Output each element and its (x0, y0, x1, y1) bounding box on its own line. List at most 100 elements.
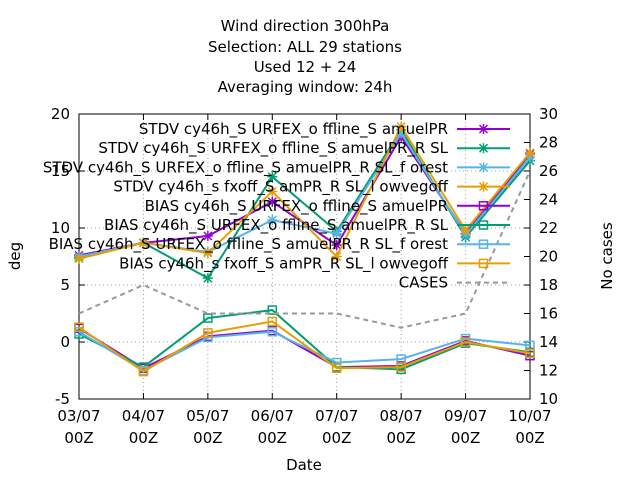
data-point (267, 171, 278, 182)
data-point (331, 357, 342, 368)
series-layer (74, 121, 535, 377)
y2-tick-label: 16 (539, 305, 558, 323)
x-tick-label: 07/07 00Z (315, 407, 358, 447)
x-tick-label-time: 00Z (193, 429, 222, 447)
data-point (331, 228, 342, 239)
data-point (331, 363, 342, 373)
x-tick-label-date: 05/07 (186, 407, 229, 425)
x-tick-label: 04/07 00Z (122, 407, 165, 447)
y2-tick-label: 20 (539, 248, 558, 266)
x-tick-label: 10/07 00Z (508, 407, 551, 447)
legend-label: BIAS cy46h_s fxoff_S amPR_R SL_l owvegof… (119, 254, 449, 273)
x-tick-label: 05/07 00Z (186, 407, 229, 447)
series-line (78, 327, 531, 370)
legend: STDV cy46h_S URFEX_o ffline_S amuelPRSTD… (43, 120, 510, 292)
y2-tick-label: 26 (539, 162, 558, 180)
x-tick-label-time: 00Z (386, 429, 415, 447)
series-line (78, 124, 531, 260)
x-tick-label-date: 04/07 (122, 407, 165, 425)
y-tick-label: -5 (55, 390, 70, 408)
x-tick-label-time: 00Z (129, 429, 158, 447)
series-3 (74, 121, 535, 264)
legend-label: CASES (399, 274, 448, 292)
x-tick-label: 03/07 00Z (57, 407, 100, 447)
legend-marker (478, 201, 489, 211)
x-tick-label-time: 00Z (322, 429, 351, 447)
series-8 (78, 170, 531, 329)
legend-label: STDV cy46h_s fxoff_S amPR_R SL_l owvegof… (113, 178, 448, 197)
data-point (267, 215, 278, 226)
title-line-1: Wind direction 300hPa (221, 17, 390, 35)
legend-marker (478, 124, 489, 134)
data-point (138, 237, 149, 248)
data-point (396, 362, 406, 372)
y2-tick-label: 14 (539, 333, 558, 351)
x-tick-label-date: 07/07 (315, 407, 358, 425)
data-point (267, 186, 278, 197)
data-point (460, 337, 471, 347)
data-point (331, 251, 342, 262)
legend-marker (478, 258, 489, 269)
x-tick-label-time: 00Z (515, 429, 544, 447)
y-tick-label: 20 (51, 105, 70, 123)
legend-marker (478, 239, 489, 249)
legend-marker (478, 181, 489, 192)
y-tick-label: 10 (51, 219, 70, 237)
data-point (267, 316, 278, 327)
x-tick-label-date: 08/07 (380, 407, 423, 425)
data-point (396, 121, 407, 132)
data-point (202, 248, 213, 259)
legend-marker (478, 220, 489, 230)
y2-tick-label: 10 (539, 390, 558, 408)
legend-label: BIAS cy46h_S URFEX_o ffline_S amuelPR_R … (104, 216, 449, 235)
x-tick-label-time: 00Z (451, 429, 480, 447)
data-point (267, 196, 278, 207)
x-tick-label: 08/07 00Z (380, 407, 423, 447)
data-point (74, 322, 84, 332)
series-7 (74, 316, 535, 377)
data-point (203, 328, 213, 338)
y-tick-label: 5 (60, 276, 70, 294)
data-point (525, 147, 535, 158)
legend-label: BIAS cy46h_S URFEX_o ffline_S amuelPR_R … (49, 235, 449, 254)
data-point (267, 305, 278, 315)
legend-label: STDV cy46h_S URFEX_o ffline_S amuelPR (139, 120, 448, 139)
data-point (202, 273, 213, 284)
chart-title: Wind direction 300hPa Selection: ALL 29 … (208, 17, 402, 96)
y2-axis-label: No cases (598, 222, 616, 290)
legend-marker (478, 162, 489, 173)
y2-tick-label: 28 (539, 134, 558, 152)
legend-label: STDV cy46h_S URFEX_o ffline_S amuelPR_R … (43, 158, 448, 177)
data-point (460, 225, 471, 236)
y2-axis: 10 12 14 16 18 20 22 24 26 28 30 (524, 105, 558, 408)
y2-tick-label: 18 (539, 276, 558, 294)
x-tick-label-date: 10/07 (508, 407, 551, 425)
y-axis-label: deg (6, 242, 24, 270)
y-tick-label: 15 (51, 162, 70, 180)
data-point (202, 230, 213, 241)
y2-tick-label: 30 (539, 105, 558, 123)
y-axis: -5 0 5 10 15 20 (51, 105, 85, 408)
data-point (138, 366, 149, 377)
x-tick-label: 06/07 00Z (251, 407, 294, 447)
data-point (525, 348, 535, 359)
x-tick-label-date: 09/07 (444, 407, 487, 425)
data-point (74, 253, 84, 264)
data-point (331, 240, 342, 251)
y2-tick-label: 24 (539, 191, 558, 209)
x-tick-label-time: 00Z (258, 429, 287, 447)
x-tick-label-time: 00Z (64, 429, 93, 447)
legend-marker (478, 143, 489, 154)
series-line (78, 320, 531, 373)
data-point (203, 313, 213, 323)
x-tick-label: 09/07 00Z (444, 407, 487, 447)
legend-label: BIAS cy46h_S URFEX_o ffline_S amuelPR (145, 197, 448, 216)
legend-label: STDV cy46h_S URFEX_o ffline_S amuelPR_R … (98, 139, 448, 158)
series-line (78, 309, 531, 371)
title-line-3: Used 12 + 24 (254, 58, 357, 76)
y-tick-label: 0 (60, 333, 70, 351)
x-tick-label-date: 06/07 (251, 407, 294, 425)
title-line-4: Averaging window: 24h (218, 78, 393, 96)
y2-tick-label: 12 (539, 362, 558, 380)
